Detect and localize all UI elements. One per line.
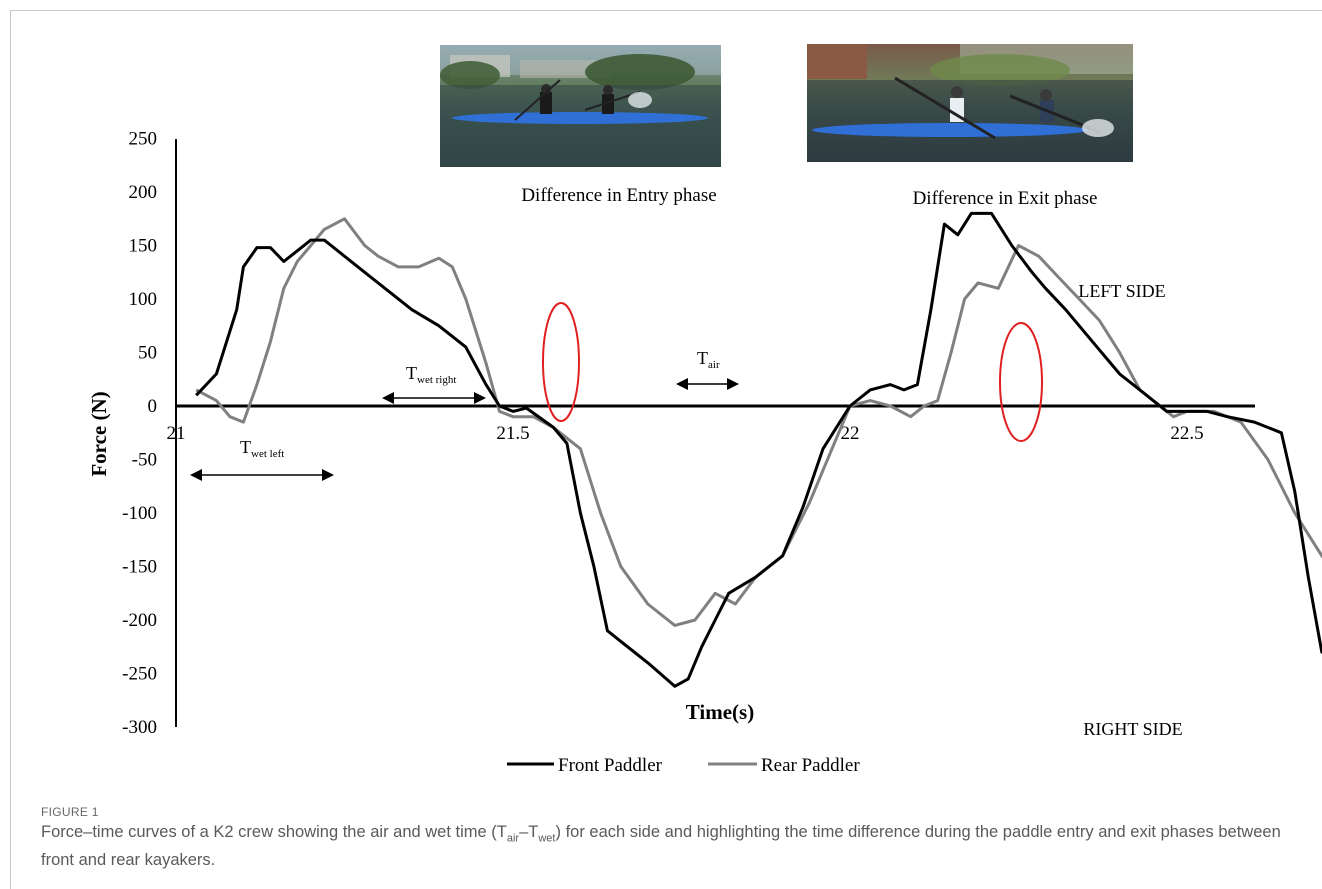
left-side-label: LEFT SIDE (1078, 281, 1165, 301)
t-wet-right-label: Twet right (406, 363, 456, 386)
x-tick-label: 21 (167, 423, 186, 444)
figure-caption-text: Force–time curves of a K2 crew showing t… (41, 821, 1311, 871)
y-tick-label: 50 (138, 343, 157, 364)
y-tick-label: 200 (129, 182, 158, 203)
y-axis-ticks: 250 200 150 100 50 0 -50 -100 -150 -200 -250 -300 (122, 129, 157, 739)
x-axis-label: Time(s) (686, 700, 754, 724)
photo-entry-phase (440, 45, 721, 167)
y-tick-label: 250 (129, 129, 158, 150)
entry-phase-highlight (543, 303, 579, 421)
y-tick-label: -300 (122, 717, 157, 738)
exit-phase-highlight (1000, 323, 1042, 441)
legend-front-label: Front Paddler (558, 755, 663, 776)
t-air-arrow (676, 378, 739, 390)
y-tick-label: 150 (129, 236, 158, 257)
legend: Front Paddler Rear Paddler (507, 755, 860, 776)
t-wet-left-label: Twet left (240, 437, 284, 460)
entry-phase-title: Difference in Entry phase (521, 185, 716, 206)
exit-phase-title: Difference in Exit phase (913, 188, 1098, 209)
figure-caption: FIGURE 1 Force–time curves of a K2 crew … (41, 805, 1311, 871)
photo-exit-phase (807, 44, 1133, 162)
legend-rear-label: Rear Paddler (761, 755, 860, 776)
force-time-chart: 250 200 150 100 50 0 -50 -100 -150 -200 -250 -300 2… (0, 0, 1322, 800)
x-tick-label: 22.5 (1170, 423, 1203, 444)
y-tick-label: -150 (122, 557, 157, 578)
x-tick-label: 22 (841, 423, 860, 444)
x-tick-label: 21.5 (496, 423, 529, 444)
y-axis-label: Force (N) (87, 391, 111, 476)
y-tick-label: -200 (122, 610, 157, 631)
right-side-label: RIGHT SIDE (1083, 719, 1182, 739)
figure-label: FIGURE 1 (41, 805, 1311, 819)
series-line-rear-paddler (196, 219, 1322, 626)
y-tick-label: -250 (122, 664, 157, 685)
y-tick-label: 100 (129, 289, 158, 310)
y-tick-label: 0 (148, 396, 158, 417)
t-wet-right-arrow (382, 392, 486, 404)
y-tick-label: -50 (132, 450, 157, 471)
t-air-label: Tair (697, 348, 720, 371)
y-tick-label: -100 (122, 503, 157, 524)
t-wet-left-arrow (190, 469, 334, 481)
